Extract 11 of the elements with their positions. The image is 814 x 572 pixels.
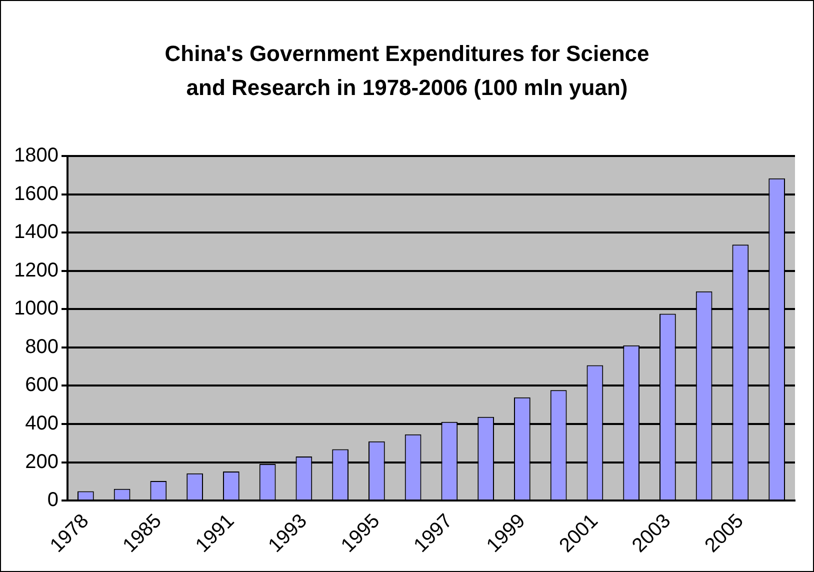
chart-title: China's Government Expenditures for Science and Research in 1978-2006 (100 mln yuan) xyxy=(164,40,650,102)
y-tick-label: 1800 xyxy=(14,144,58,167)
y-tick-label: 1600 xyxy=(14,182,58,205)
y-tick-label: 800 xyxy=(25,336,58,358)
y-tick-label: 1000 xyxy=(14,298,58,320)
y-tick-label: 200 xyxy=(25,450,58,473)
y-tick-label: 1200 xyxy=(14,259,58,282)
y-tick-label: 600 xyxy=(25,374,58,396)
y-tick-label: 1400 xyxy=(14,221,58,244)
y-tick-label: 400 xyxy=(25,412,58,435)
y-tick-label: 0 xyxy=(47,489,58,512)
